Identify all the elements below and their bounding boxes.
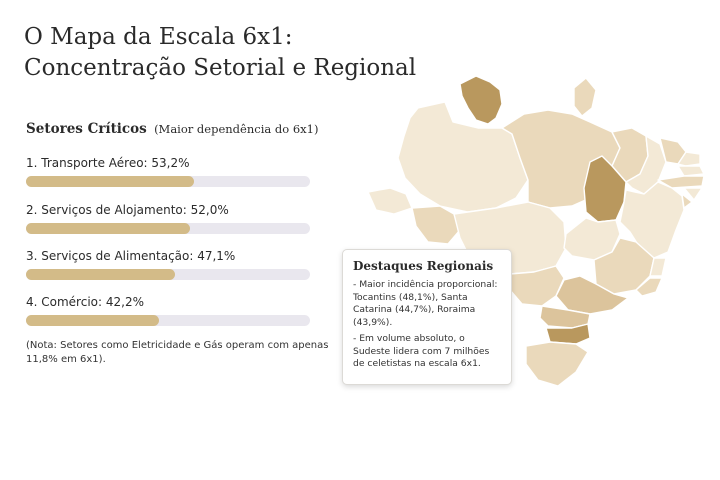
- state-rio-de-janeiro: [635, 277, 663, 297]
- sectors-note: (Nota: Setores como Eletricidade e Gás o…: [26, 340, 329, 365]
- sector-bar-fill: [26, 176, 194, 187]
- sector-item-4: 4. Comércio: 42,2%: [26, 294, 310, 326]
- sector-bar-track: [26, 315, 310, 326]
- state-bahia: [619, 181, 685, 259]
- sector-bar-track: [26, 176, 310, 187]
- callout-item: - Maior incidência proporcional: Tocanti…: [353, 279, 498, 328]
- state-tocantins: [583, 155, 627, 223]
- page-title: O Mapa da Escala 6x1: Concentração Setor…: [24, 22, 444, 84]
- sectors-heading-main: Setores Críticos: [26, 121, 147, 137]
- state-paraiba: [677, 165, 705, 177]
- sectors-heading-sub: (Maior dependência do 6x1): [154, 122, 319, 136]
- state-rondonia: [411, 205, 461, 245]
- sector-item-1: 1. Transporte Aéreo: 53,2%: [26, 155, 310, 187]
- sector-item-3: 3. Serviços de Alimentação: 47,1%: [26, 248, 310, 280]
- state-espirito-santo: [649, 257, 667, 277]
- sector-bar-track: [26, 223, 310, 234]
- sector-bar-track: [26, 269, 310, 280]
- sector-label: 3. Serviços de Alimentação: 47,1%: [26, 249, 236, 263]
- sector-bar-fill: [26, 223, 191, 234]
- callout-item: - Em volume absoluto, o Sudeste lidera c…: [353, 333, 490, 369]
- state-roraima: [459, 75, 503, 125]
- state-alagoas: [683, 187, 703, 201]
- sector-bar-fill: [26, 315, 160, 326]
- sector-label: 1. Transporte Aéreo: 53,2%: [26, 156, 190, 170]
- sector-label: 2. Serviços de Alojamento: 52,0%: [26, 203, 229, 217]
- title-line-2: Concentração Setorial e Regional: [24, 55, 417, 81]
- state-amazonas: [397, 101, 529, 213]
- state-acre: [367, 187, 413, 215]
- state-piaui: [625, 135, 667, 195]
- state-goias: [563, 217, 621, 261]
- callout-title: Destaques Regionais: [353, 259, 494, 273]
- state-rio-grande-do-sul: [525, 341, 589, 387]
- sector-item-2: 2. Serviços de Alojamento: 52,0%: [26, 202, 310, 234]
- sector-bar-fill: [26, 269, 175, 280]
- title-line-1: O Mapa da Escala 6x1:: [24, 24, 293, 50]
- state-rio-grande-do-norte: [677, 151, 701, 167]
- state-amapa: [573, 77, 597, 117]
- sectors-heading: Setores Críticos (Maior dependência do 6…: [26, 121, 318, 137]
- regional-highlights-callout: Destaques Regionais - Maior incidência p…: [342, 249, 512, 385]
- sector-label: 4. Comércio: 42,2%: [26, 295, 144, 309]
